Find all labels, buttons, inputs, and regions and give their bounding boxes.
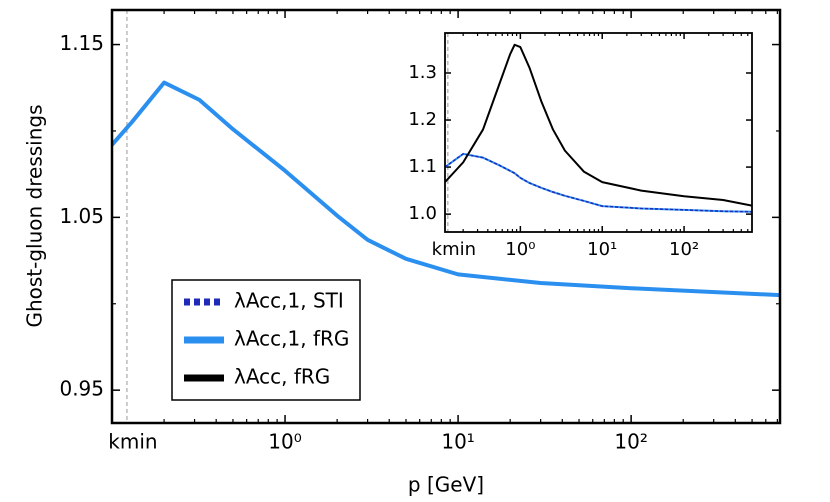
legend-label: λAcc,1, fRG [234, 327, 349, 351]
series-line [445, 153, 752, 213]
plot-frame [444, 32, 753, 233]
legend: λAcc,1, STI λAcc,1, fRG λAcc, fRG [171, 279, 361, 401]
chart-1: kmin 10⁰ 10¹ 10² 1.0 1.1 1.2 1.3 [408, 32, 753, 260]
x-tick-label: 10⁰ [268, 430, 301, 454]
y-tick-label: 1.05 [59, 204, 104, 228]
y-axis-label: Ghost-gluon dressings [23, 104, 47, 327]
y-tick-label: 1.1 [408, 156, 437, 177]
y-tick-label: 0.95 [59, 377, 104, 401]
x-tick-label: 10² [614, 430, 647, 454]
x-tick-label: 10¹ [587, 239, 617, 260]
x-tick-label: kmin [432, 239, 476, 260]
x-tick-label: 10⁰ [505, 239, 535, 260]
legend-label: λAcc, fRG [234, 365, 330, 389]
y-tick-label: 1.15 [59, 31, 104, 55]
x-tick-label: 10² [669, 239, 699, 260]
legend-label: λAcc,1, STI [234, 289, 344, 313]
series-line [112, 80, 780, 298]
x-axis-label: p [GeV] [408, 473, 484, 497]
series-line [445, 43, 752, 207]
y-tick-label: 1.2 [408, 109, 437, 130]
y-tick-label: 1.3 [408, 62, 437, 83]
plot-frame [110, 8, 782, 425]
x-tick-label: 10¹ [441, 430, 474, 454]
plot-background [445, 33, 752, 232]
x-tick-label: kmin [108, 430, 157, 454]
y-tick-label: 1.0 [408, 203, 437, 224]
